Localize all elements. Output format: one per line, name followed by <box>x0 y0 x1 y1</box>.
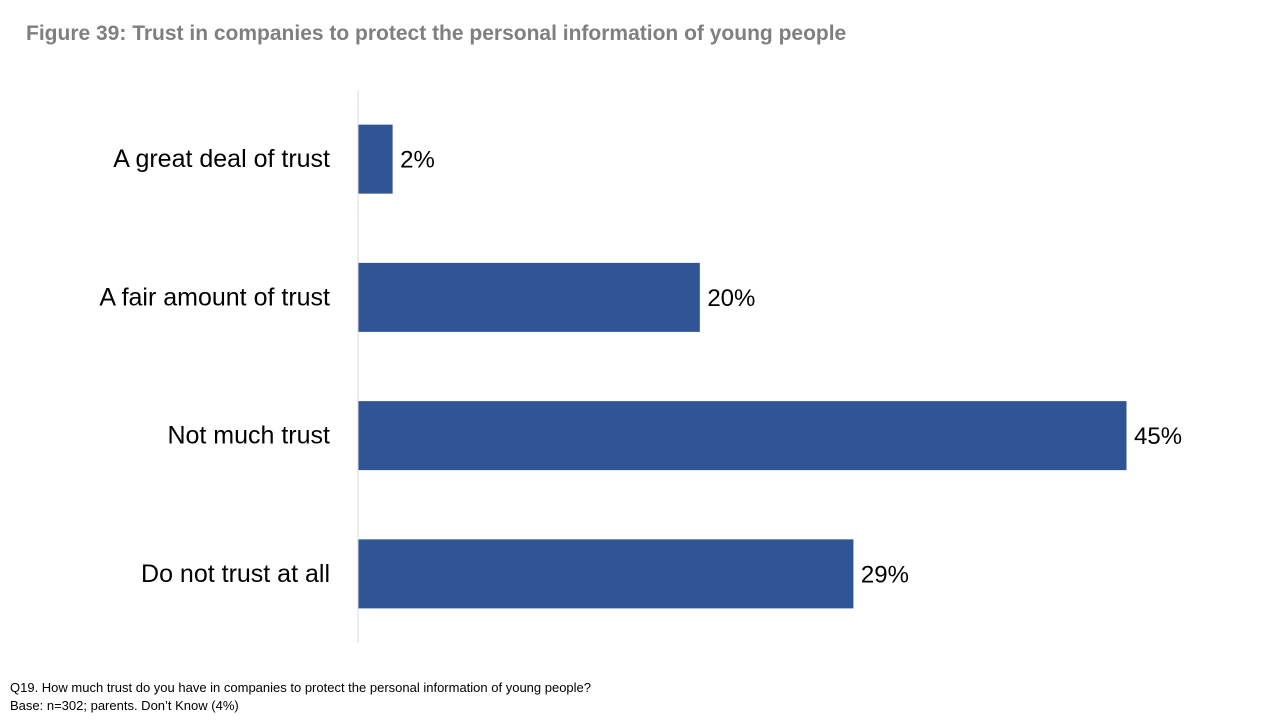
category-label-1: A fair amount of trust <box>99 283 330 311</box>
data-label-3: 29% <box>861 561 909 588</box>
bar-chart: A great deal of trust 2% A fair amount of … <box>99 90 1182 643</box>
data-label-1: 20% <box>707 285 755 312</box>
footnote-question: Q19. How much trust do you have in compa… <box>10 680 592 695</box>
chart-title: Figure 39: Trust in companies to protect… <box>26 22 847 45</box>
category-label-3: Do not trust at all <box>141 560 330 588</box>
data-label-2: 45% <box>1134 423 1182 450</box>
bar-3 <box>358 539 854 609</box>
footnote-base: Base: n=302; parents. Don’t Know (4%) <box>10 698 239 713</box>
category-label-2: Not much trust <box>167 422 330 450</box>
bar-1 <box>358 262 700 332</box>
data-label-0: 2% <box>400 147 435 174</box>
bar-2 <box>358 401 1127 471</box>
category-label-0: A great deal of trust <box>113 145 330 173</box>
bar-0 <box>358 124 393 194</box>
